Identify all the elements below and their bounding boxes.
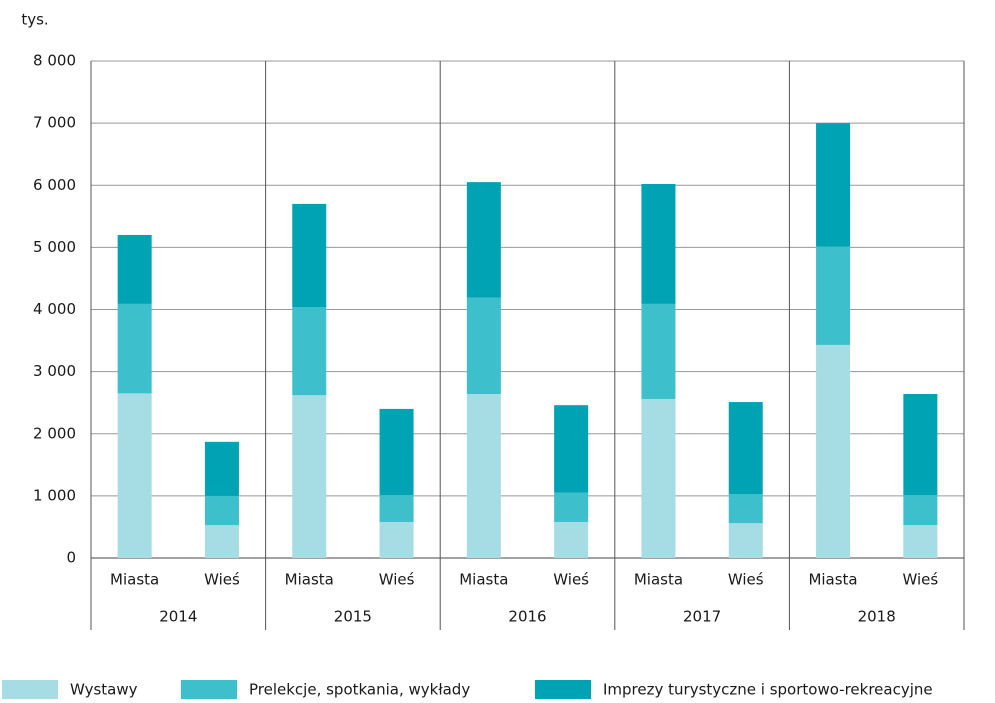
bar-segment [728, 494, 763, 524]
y-tick-label: 1 000 [33, 486, 76, 504]
y-tick-label: 7 000 [33, 114, 76, 132]
bar-segment [641, 184, 676, 304]
bar-segment [117, 303, 152, 394]
bar-segment [466, 393, 501, 558]
bar-segment [728, 523, 763, 558]
bar-segment [554, 405, 589, 493]
bar-segment [117, 393, 152, 558]
group-label: 2018 [858, 608, 896, 626]
bar-segment [903, 495, 938, 526]
y-tick-label: 8 000 [33, 52, 76, 70]
bar-segment [554, 492, 589, 522]
x-tick-label: Miasta [459, 571, 508, 589]
x-tick-label: Miasta [808, 571, 857, 589]
y-tick-label: 5 000 [33, 238, 76, 256]
bar-segment [466, 297, 501, 394]
x-tick-label: Wieś [728, 571, 764, 589]
bar-segment [641, 398, 676, 558]
bar-segment [728, 402, 763, 495]
bar-segment [816, 344, 851, 558]
y-tick-label: 0 [66, 549, 76, 567]
group-label: 2015 [334, 608, 372, 626]
bar-segment [466, 182, 501, 298]
y-tick-label: 3 000 [33, 362, 76, 380]
bar-segment [292, 395, 327, 558]
bar-segment [903, 393, 938, 496]
bar-segment [379, 495, 414, 522]
legend-label: Imprezy turystyczne i sportowo-rekreacyj… [603, 681, 933, 699]
x-tick-label: Wieś [204, 571, 240, 589]
bar-segment [903, 525, 938, 558]
bar-segment [379, 408, 414, 496]
bar-segment [292, 203, 327, 308]
y-tick-label: 6 000 [33, 176, 76, 194]
group-label: 2016 [508, 608, 546, 626]
bar-segment [204, 495, 239, 526]
y-tick-label: 4 000 [33, 300, 76, 318]
x-tick-label: Miasta [634, 571, 683, 589]
x-tick-label: Miasta [110, 571, 159, 589]
bar-segment [379, 521, 414, 558]
legend-swatch [2, 680, 58, 699]
y-tick-label: 2 000 [33, 424, 76, 442]
legend-label: Prelekcje, spotkania, wykłady [249, 681, 470, 699]
legend-swatch [181, 680, 237, 699]
x-tick-label: Miasta [285, 571, 334, 589]
group-label: 2014 [159, 608, 197, 626]
y-axis-label: tys. [21, 11, 48, 29]
bar-segment [554, 521, 589, 558]
x-tick-label: Wieś [553, 571, 589, 589]
bar-segment [204, 441, 239, 496]
bar-segment [117, 234, 152, 304]
bar-segment [204, 525, 239, 558]
legend-swatch [535, 680, 591, 699]
bar-segment [816, 246, 851, 345]
legend-label: Wystawy [70, 681, 138, 699]
group-label: 2017 [683, 608, 721, 626]
x-tick-label: Wieś [902, 571, 938, 589]
bar-segment [292, 307, 327, 396]
x-tick-label: Wieś [379, 571, 415, 589]
bar-segment [641, 303, 676, 399]
bar-segment [816, 123, 851, 247]
